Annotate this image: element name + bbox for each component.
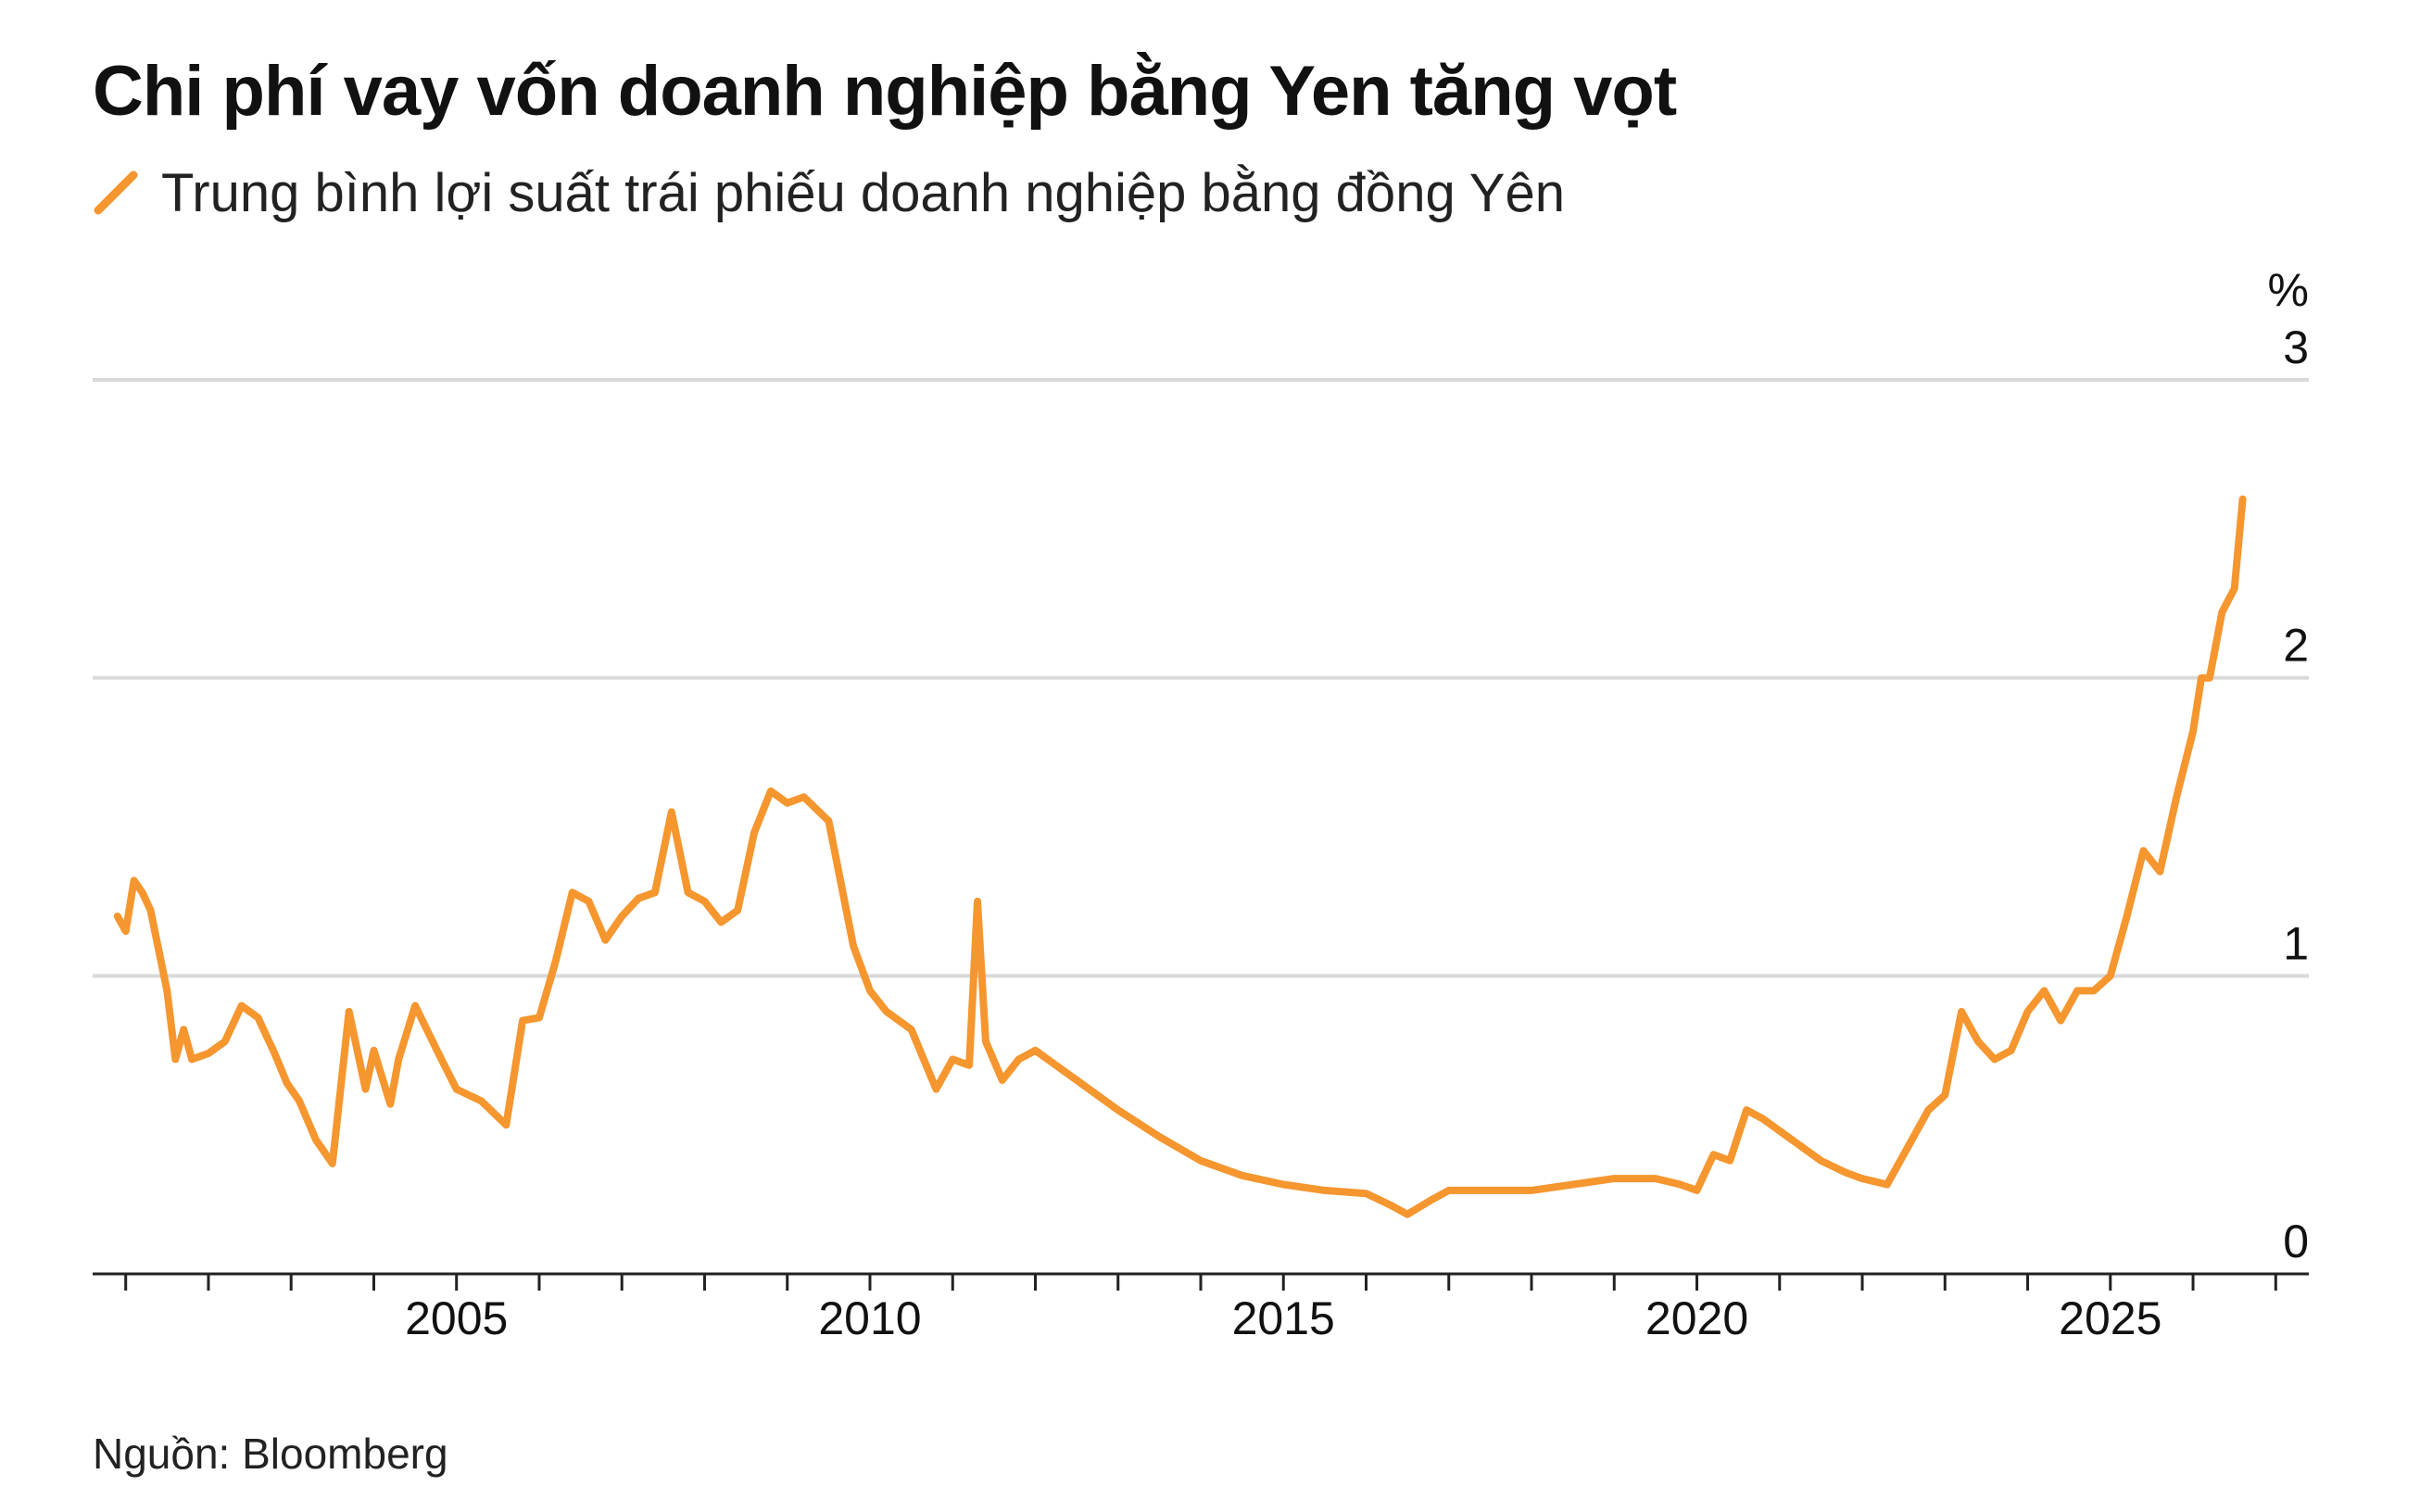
legend: Trung bình lợi suất trái phiếu doanh ngh… [93, 156, 1565, 230]
x-tick-label: 2015 [1232, 1292, 1335, 1344]
tick-labels: 0 1 2 3% 2005 2010 2015 2020 2025 [405, 264, 2309, 1344]
x-tick-label: 2025 [2059, 1292, 2162, 1344]
y-tick-label: 0 [2283, 1216, 2309, 1267]
x-tick-label: 2005 [405, 1292, 508, 1344]
line-swatch-icon [94, 170, 138, 215]
x-axis [93, 1272, 2309, 1291]
y-tick-label: 3 [2283, 321, 2309, 373]
y-unit-label: % [2268, 264, 2309, 316]
gridlines [93, 378, 2309, 978]
y-tick-label: 1 [2283, 917, 2309, 969]
legend-label: Trung bình lợi suất trái phiếu doanh ngh… [161, 162, 1565, 223]
x-tick-label: 2020 [1645, 1292, 1748, 1344]
y-tick-label: 2 [2283, 620, 2309, 672]
chart-title: Chi phí vay vốn doanh nghiệp bằng Yen tă… [93, 52, 1677, 131]
series-line-0 [113, 495, 2247, 1218]
x-tick-label: 2010 [818, 1292, 921, 1344]
source-note: Nguồn: Bloomberg [93, 1430, 448, 1478]
series-layer [113, 495, 2247, 1218]
